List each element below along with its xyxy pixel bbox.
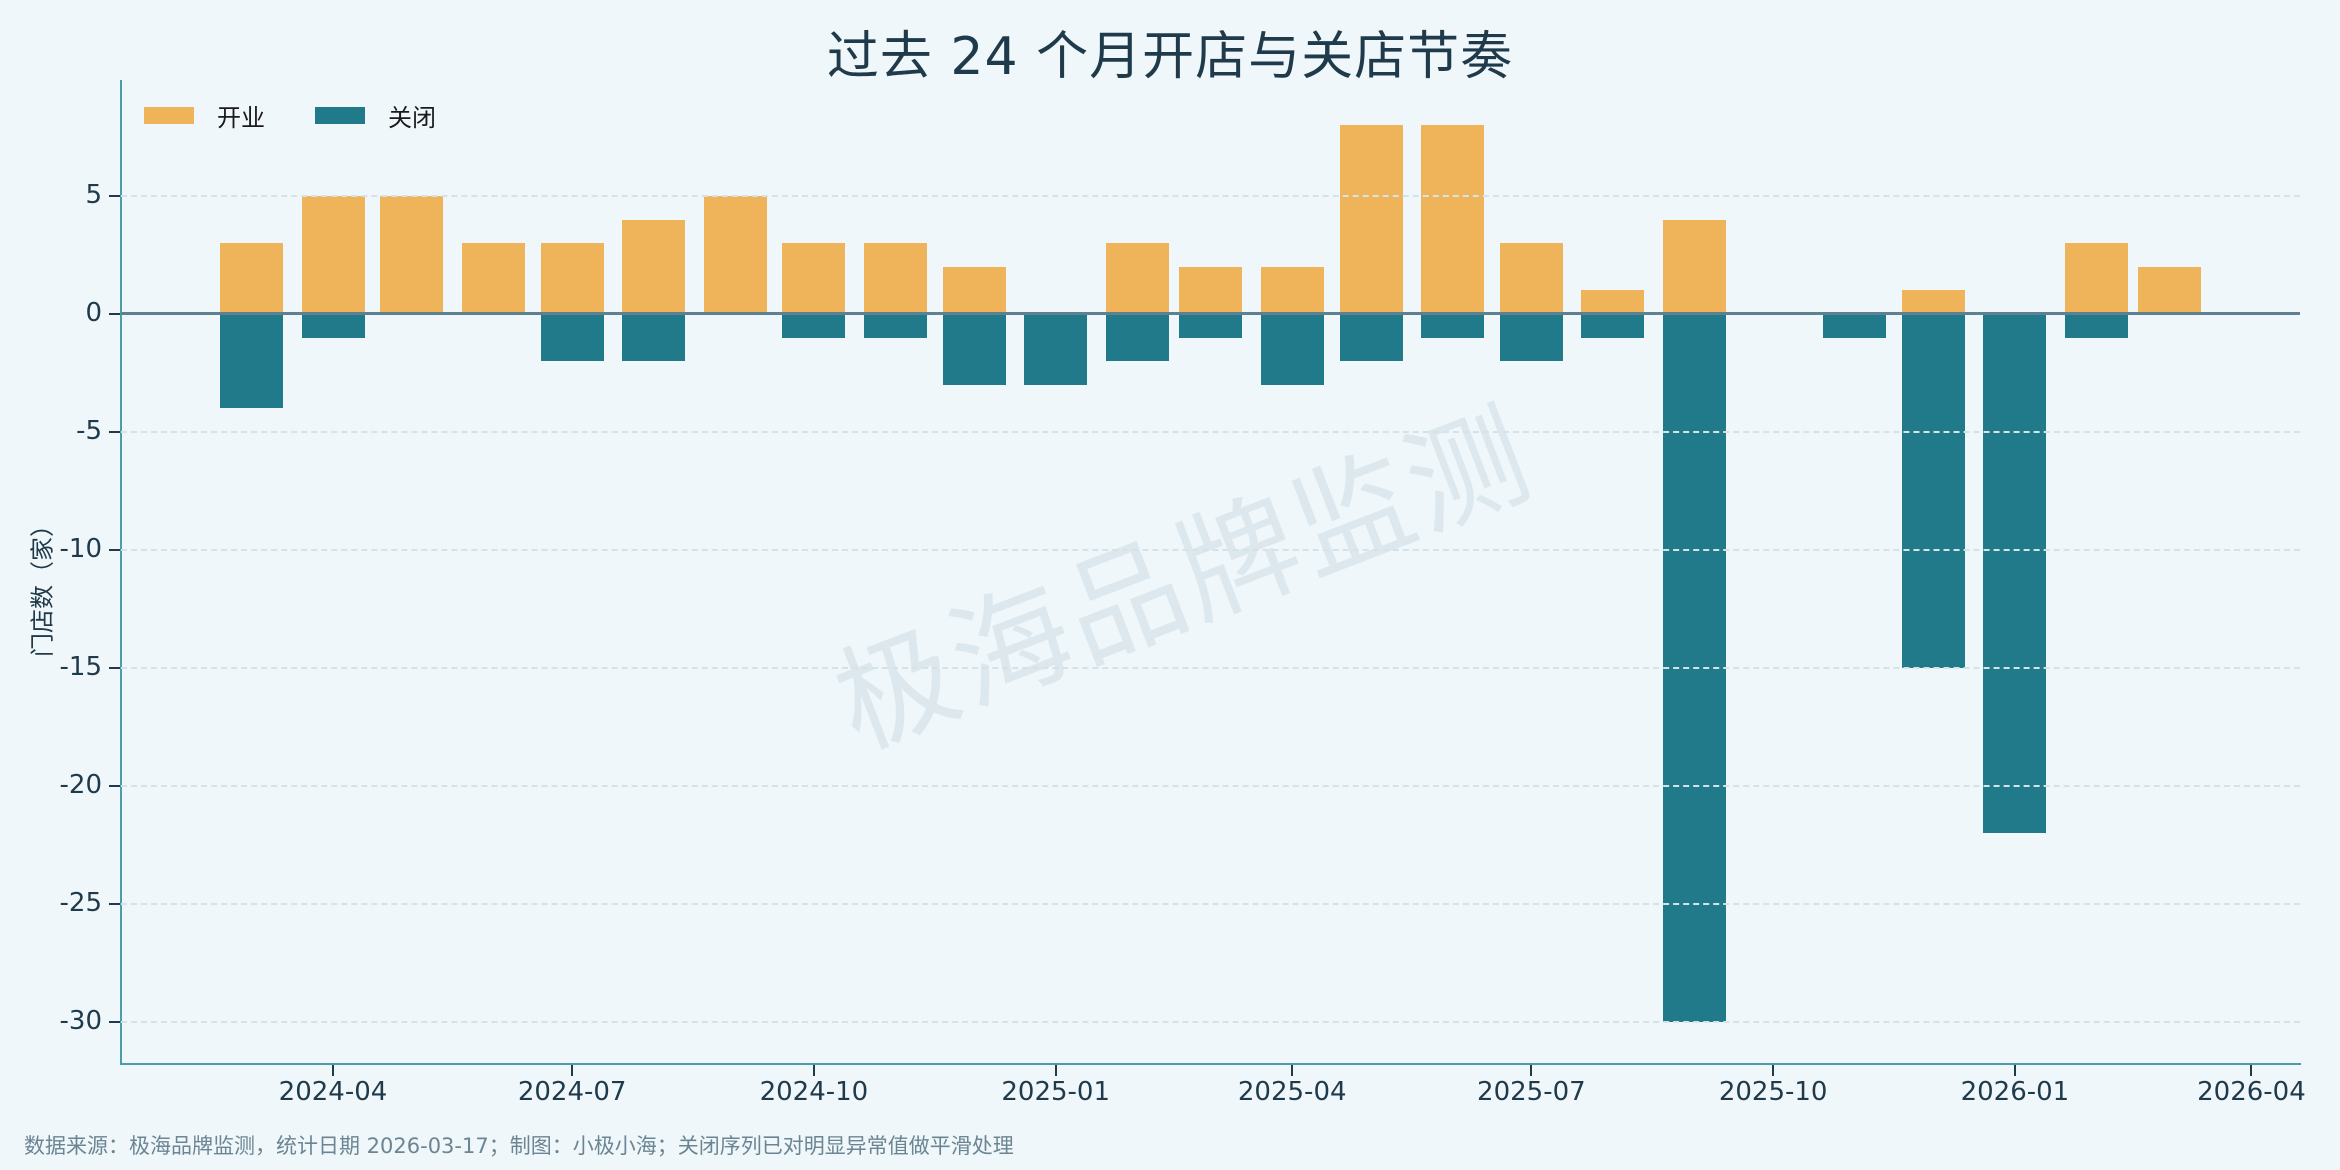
bar-close xyxy=(1581,314,1645,338)
y-tick-label: -20 xyxy=(59,770,102,800)
bar-open xyxy=(540,243,604,314)
x-tick-mark xyxy=(332,1065,334,1076)
gridline xyxy=(121,431,2300,433)
bar-open xyxy=(220,243,284,314)
x-tick-mark xyxy=(1054,1065,1057,1076)
bar-close xyxy=(1260,314,1324,385)
y-axis-line xyxy=(120,80,122,1065)
bar-close xyxy=(1421,314,1485,338)
x-tick-label: 2024-07 xyxy=(517,1077,627,1107)
bar-open xyxy=(1581,290,1645,314)
x-tick-label: 2025-01 xyxy=(1001,1077,1110,1107)
gridline xyxy=(121,1021,2300,1023)
y-tick-label: -30 xyxy=(59,1006,102,1036)
bar-close xyxy=(782,314,846,338)
legend-item-open: 开业 xyxy=(144,98,265,133)
bar-close xyxy=(220,314,284,409)
chart-title: 过去 24 个月开店与关店节奏 xyxy=(826,27,1514,87)
legend-label: 开业 xyxy=(217,104,265,132)
bar-open xyxy=(1339,125,1403,314)
bar-open xyxy=(1179,266,1243,314)
bar-open xyxy=(622,219,686,314)
bar-close xyxy=(1499,314,1563,362)
bar-open xyxy=(1662,219,1726,314)
bar-open xyxy=(942,266,1006,314)
x-tick-label: 2024-10 xyxy=(759,1077,869,1107)
gridline xyxy=(121,785,2300,787)
bar-open xyxy=(703,196,767,314)
bar-open xyxy=(1901,290,1965,314)
x-tick-mark xyxy=(1291,1065,1294,1076)
y-tick-mark xyxy=(109,549,120,551)
legend-label: 关闭 xyxy=(388,104,436,132)
y-tick-mark xyxy=(109,667,120,669)
x-tick-mark xyxy=(1772,1065,1775,1076)
bar-close xyxy=(1179,314,1243,338)
y-tick-label: 0 xyxy=(85,298,102,328)
y-tick-label: -25 xyxy=(59,888,102,918)
bar-close xyxy=(301,314,365,338)
bar-open xyxy=(1105,243,1169,314)
x-axis-line xyxy=(120,1063,2301,1065)
y-tick-mark xyxy=(109,903,120,905)
bar-open xyxy=(1260,266,1324,314)
x-tick-label: 2026-04 xyxy=(2197,1077,2306,1107)
gridline xyxy=(121,667,2300,669)
bar-open xyxy=(1499,243,1563,314)
bar-open xyxy=(782,243,846,314)
bar-close xyxy=(942,314,1006,385)
bar-close xyxy=(1901,314,1965,668)
legend-item-close: 关闭 xyxy=(315,98,436,133)
x-tick-label: 2025-10 xyxy=(1718,1077,1828,1107)
x-tick-mark xyxy=(812,1065,815,1076)
gridline xyxy=(121,903,2300,905)
bar-close xyxy=(1823,314,1887,338)
y-tick-label: -5 xyxy=(76,416,102,446)
y-tick-mark xyxy=(109,195,120,197)
x-tick-mark xyxy=(2250,1065,2253,1076)
bar-open xyxy=(863,243,927,314)
bar-close xyxy=(863,314,927,338)
y-tick-label: -10 xyxy=(59,534,102,564)
bar-open xyxy=(2138,266,2202,314)
bar-close xyxy=(540,314,604,362)
watermark: 极海品牌监测 xyxy=(817,384,1551,776)
x-tick-mark xyxy=(1530,1065,1533,1076)
close-swatch-icon xyxy=(315,107,365,124)
legend: 开业 关闭 xyxy=(144,98,486,133)
x-tick-label: 2026-01 xyxy=(1960,1077,2070,1107)
open-swatch-icon xyxy=(144,107,194,124)
bar-open xyxy=(301,196,365,314)
gridline xyxy=(121,549,2300,551)
y-tick-mark xyxy=(109,785,120,787)
bar-close xyxy=(1983,314,2047,834)
y-tick-mark xyxy=(109,1021,120,1023)
bar-open xyxy=(461,243,525,314)
x-tick-label: 2025-04 xyxy=(1237,1077,1347,1107)
bar-close xyxy=(1339,314,1403,362)
bar-open xyxy=(380,196,444,314)
bar-open xyxy=(1421,125,1485,314)
y-tick-mark xyxy=(109,431,120,433)
gridline xyxy=(121,195,2300,197)
y-tick-mark xyxy=(109,313,120,315)
bar-close xyxy=(622,314,686,362)
bar-open xyxy=(2064,243,2128,314)
bar-close xyxy=(2064,314,2128,338)
y-tick-label: 5 xyxy=(85,180,102,210)
y-tick-label: -15 xyxy=(59,652,102,682)
bar-close xyxy=(1105,314,1169,362)
bar-close xyxy=(1024,314,1088,385)
x-tick-mark xyxy=(2013,1065,2016,1076)
zero-baseline xyxy=(121,312,2300,315)
x-tick-label: 2025-07 xyxy=(1477,1077,1586,1107)
source-footnote: 数据来源：极海品牌监测，统计日期 2026-03-17；制图：小极小海；关闭序列… xyxy=(24,1134,1014,1158)
x-tick-label: 2024-04 xyxy=(278,1077,388,1107)
x-tick-mark xyxy=(571,1065,574,1076)
